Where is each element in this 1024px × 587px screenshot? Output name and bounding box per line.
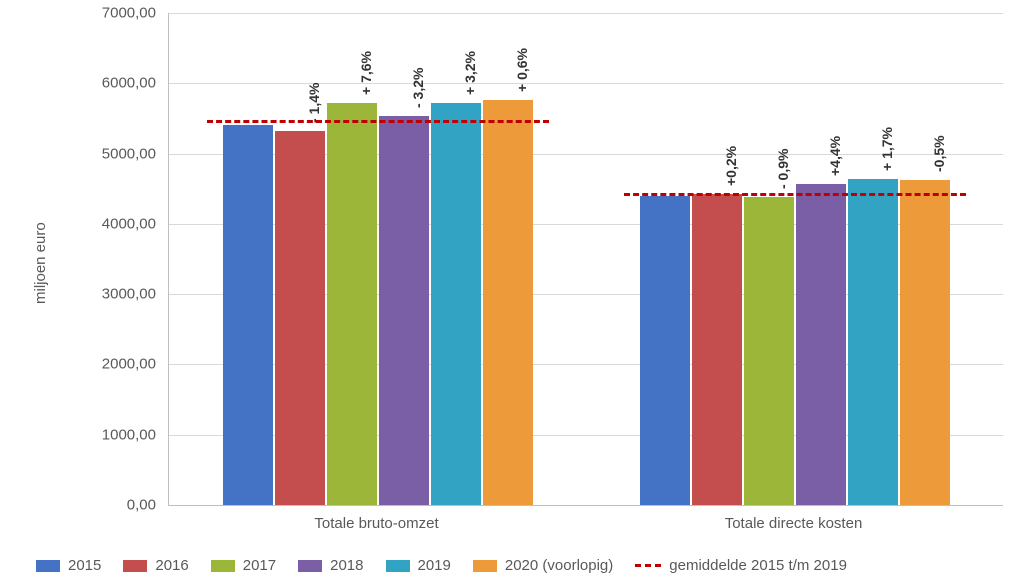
bar [275,131,325,505]
pct-label: + 7,6% [358,51,374,95]
bar [640,196,690,505]
legend-label: 2015 [68,557,101,574]
legend-label: 2019 [418,557,451,574]
x-category-label: Totale directe kosten [725,515,863,532]
legend-item: 2017 [211,557,276,574]
y-tick-label: 1000,00 [0,426,156,443]
pct-label: - 1,4% [306,83,322,123]
y-tick-label: 0,00 [0,497,156,514]
legend-swatch [473,560,497,572]
legend-item: 2019 [386,557,451,574]
legend-item: 2016 [123,557,188,574]
y-tick-label: 4000,00 [0,215,156,232]
bar [796,184,846,505]
pct-label: + 3,2% [462,51,478,95]
bar [223,125,273,505]
bar [848,179,898,505]
bar [744,197,794,505]
pct-label: - 0,9% [775,149,791,189]
gridline [169,13,1003,14]
legend-swatch [386,560,410,572]
gridline [169,83,1003,84]
legend-label: 2018 [330,557,363,574]
y-tick-label: 7000,00 [0,5,156,22]
legend-swatch-dash [635,564,661,567]
bar [900,180,950,505]
legend-item: 2015 [36,557,101,574]
legend-item: 2020 (voorlopig) [473,557,613,574]
bar [692,194,742,505]
legend-label: gemiddelde 2015 t/m 2019 [669,557,847,574]
bar [483,100,533,505]
legend-label: 2016 [155,557,188,574]
legend-label: 2017 [243,557,276,574]
legend-item-avg: gemiddelde 2015 t/m 2019 [635,557,847,574]
bar [379,116,429,505]
y-tick-label: 6000,00 [0,75,156,92]
legend-swatch [123,560,147,572]
legend-label: 2020 (voorlopig) [505,557,613,574]
pct-label: -0,5% [931,136,947,173]
bar [431,103,481,505]
legend-swatch [298,560,322,572]
legend-swatch [36,560,60,572]
plot-area: - 1,4% + 7,6% - 3,2% + 3,2% + 0,6% +0,2% - 0,9… [168,13,1003,506]
avg-line [624,193,966,196]
bar [327,103,377,505]
pct-label: +4,4% [827,136,843,176]
legend: 2015 2016 2017 2018 2019 2020 (voorlopig) gemi… [0,551,1024,574]
y-tick-label: 3000,00 [0,286,156,303]
y-tick-label: 2000,00 [0,356,156,373]
x-category-label: Totale bruto-omzet [314,515,438,532]
pct-label: + 0,6% [514,48,530,92]
chart-container: - 1,4% + 7,6% - 3,2% + 3,2% + 0,6% +0,2% - 0,9… [0,0,1024,587]
pct-label: - 3,2% [410,67,426,107]
pct-label: + 1,7% [879,127,895,171]
y-tick-label: 5000,00 [0,145,156,162]
legend-swatch [211,560,235,572]
pct-label: +0,2% [723,146,739,186]
avg-line [207,120,549,123]
legend-item: 2018 [298,557,363,574]
